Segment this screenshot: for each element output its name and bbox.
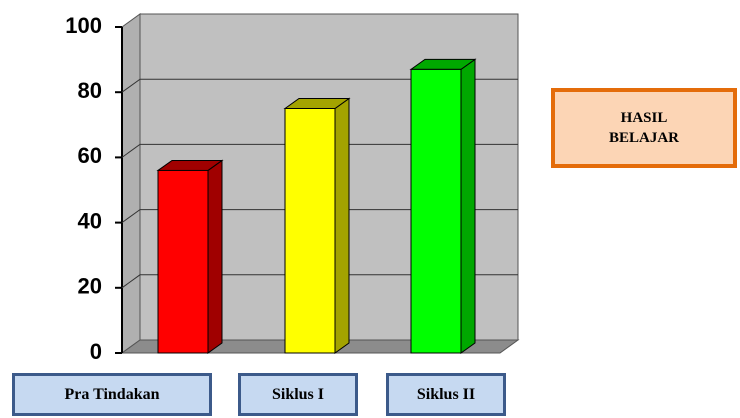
y-tick-label: 60: [78, 143, 102, 168]
bar-side: [460, 58, 476, 354]
x-tick-label: Siklus II: [386, 373, 506, 416]
bar-side: [207, 159, 223, 354]
legend: HASIL BELAJAR: [551, 88, 737, 168]
grid-line: [121, 274, 518, 289]
y-tick-label: 20: [78, 274, 102, 299]
y-tick-label: 80: [78, 78, 102, 103]
grid-line: [121, 209, 518, 224]
bar: [157, 169, 209, 354]
grid-line: [121, 143, 518, 158]
grid-line: [121, 78, 518, 93]
x-tick-label: Pra Tindakan: [12, 373, 212, 416]
side-wall: [121, 13, 141, 354]
bar-side: [334, 97, 350, 354]
bar: [284, 108, 336, 354]
y-tick-label: 40: [78, 208, 102, 233]
y-tick-label: 0: [90, 339, 102, 364]
bar: [410, 68, 462, 354]
y-tick-label: 100: [65, 13, 102, 38]
x-tick-label: Siklus I: [238, 373, 358, 416]
